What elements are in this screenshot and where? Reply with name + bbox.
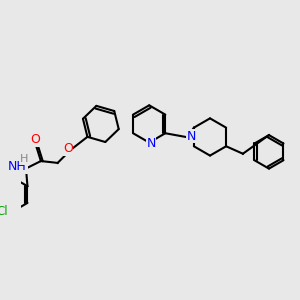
Text: O: O: [63, 142, 73, 155]
Text: N: N: [187, 130, 196, 142]
Text: O: O: [30, 133, 40, 146]
Text: N: N: [146, 137, 156, 150]
Text: Cl: Cl: [0, 205, 8, 218]
Text: H: H: [20, 154, 28, 164]
Text: NH: NH: [8, 160, 27, 173]
